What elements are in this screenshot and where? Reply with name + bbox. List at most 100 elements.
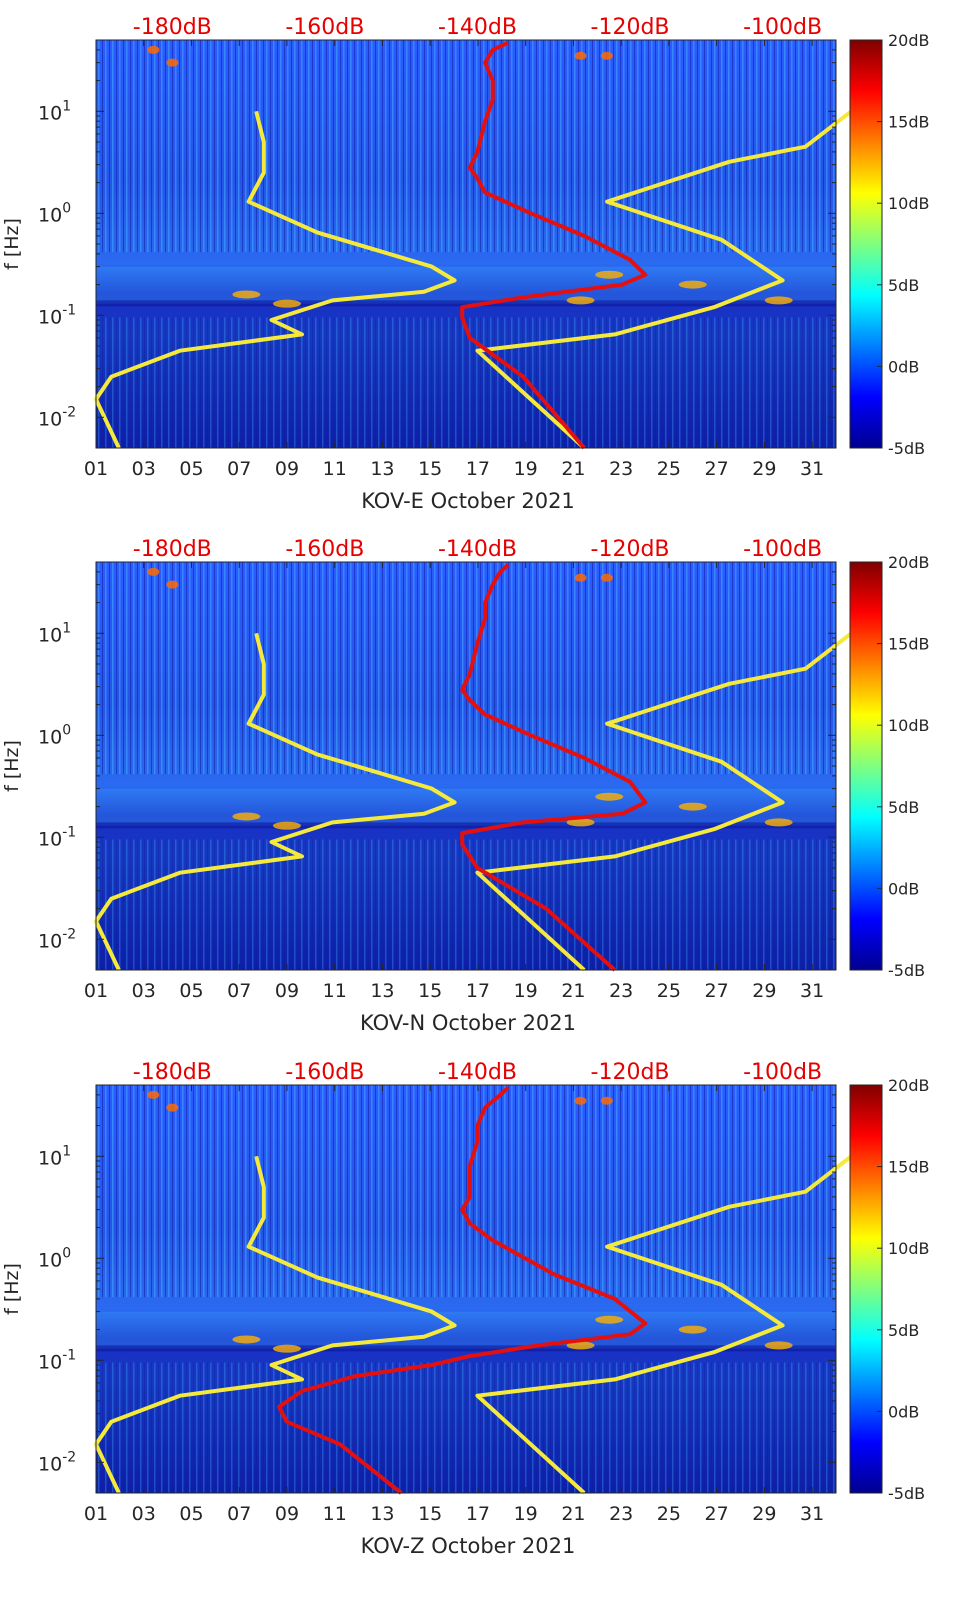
x-tick-label: 01 [84,458,108,480]
x-tick-label: 09 [275,980,299,1002]
colorbar-label: 0dB [888,357,919,376]
spectrogram-hotspot [272,1344,301,1353]
x-tick-label: 23 [609,1503,633,1525]
top-db-label: -100dB [743,1060,822,1085]
spectrogram-hotspot [232,812,261,821]
y-tick-label: 10-1 [38,302,76,328]
top-db-label: -180dB [133,1060,212,1085]
x-tick-label: 05 [179,1503,203,1525]
spectrogram-texture-high [96,40,836,253]
colorbar-label: 5dB [888,1321,919,1340]
x-tick-label: 25 [657,1503,681,1525]
spectrogram-hotspot [764,818,793,827]
spectrogram-texture-low [96,839,836,970]
x-tick-label: 13 [370,1503,394,1525]
top-db-label: -160dB [285,537,364,562]
x-tick-label: 09 [275,1503,299,1525]
colorbar-label: -5dB [888,961,925,980]
x-tick-label: 05 [179,458,203,480]
x-tick-label: 27 [705,458,729,480]
curve-nhnm [475,109,853,450]
x-tick-label: 01 [84,1503,108,1525]
x-tick-label: 21 [561,458,585,480]
curve-nlnm [94,632,457,971]
y-tick-label: 10-2 [38,926,76,952]
top-db-label: -100dB [743,15,822,40]
x-tick-label: 25 [657,980,681,1002]
colorbar-label: -5dB [888,1484,925,1503]
x-tick-label: 31 [800,980,824,1002]
spectrogram-texture-high [96,562,836,775]
colorbar-label: 5dB [888,798,919,817]
x-tick-label: 29 [752,1503,776,1525]
x-tick-label: 21 [561,980,585,1002]
top-db-label: -160dB [285,15,364,40]
spectrogram-hotspot [232,1335,261,1344]
spectrogram-hotspot [566,296,595,305]
colorbar-label: 0dB [888,1402,919,1421]
spectrogram-hotspot [600,1096,613,1105]
spectrogram-hotspot [595,792,624,801]
colorbar-label: -5dB [888,439,925,458]
x-tick-label: 31 [800,458,824,480]
y-tick-label: 10-1 [38,1347,76,1373]
spectrogram-hotspot [764,1341,793,1350]
top-db-label: -160dB [285,1060,364,1085]
y-tick-label: 10-2 [38,1449,76,1475]
spectrogram-hotspot [678,280,707,289]
colorbar-label: 20dB [888,31,930,50]
microseism-band [96,266,836,304]
x-tick-label: 29 [752,980,776,1002]
spectrogram-hotspot [166,1103,179,1112]
x-tick-label: 31 [800,1503,824,1525]
colorbar-label: 0dB [888,879,919,898]
x-tick-label: 27 [705,1503,729,1525]
curve-median [460,563,648,972]
spectrogram-hotspot [272,299,301,308]
x-tick-label: 23 [609,980,633,1002]
x-tick-label: 01 [84,980,108,1002]
chart-panel-1: 01 03 05 07 09 11 13 15 17 19 21 23 25 27 29 31 KOV-E Oc… [1,15,930,513]
spectrogram-hotspot [574,51,587,60]
colorbar-label: 10dB [888,716,930,735]
colorbar-label: 15dB [888,113,930,132]
x-tick-label: 07 [227,980,251,1002]
top-db-label: -100dB [743,537,822,562]
top-db-label: -120dB [591,15,670,40]
spectrogram-hotspot [147,1090,160,1099]
x-tick-label: 09 [275,458,299,480]
x-tick-label: 07 [227,1503,251,1525]
x-tick-label: 17 [466,458,490,480]
curve-median [277,1086,648,1495]
top-db-label: -180dB [133,15,212,40]
x-tick-label: 19 [514,980,538,1002]
colorbar [849,561,883,971]
x-tick-label: 07 [227,458,251,480]
x-axis-label: KOV-N October 2021 [360,1011,576,1035]
curve-nhnm [475,1154,853,1495]
microseism-gap [96,1345,836,1352]
spectrogram-hotspot [574,573,587,582]
colorbar-label: 10dB [888,194,930,213]
x-tick-label: 21 [561,1503,585,1525]
x-tick-label: 11 [323,458,347,480]
spectrogram-hotspot [764,296,793,305]
top-db-label: -120dB [591,537,670,562]
spectrogram-hotspot [600,573,613,582]
x-tick-label: 27 [705,980,729,1002]
x-tick-label: 29 [752,458,776,480]
x-axis-label: KOV-Z October 2021 [361,1534,576,1558]
microseism-band [96,1311,836,1349]
y-tick-label: 100 [38,200,71,226]
spectrogram-hotspot [678,1325,707,1334]
colorbar-label: 10dB [888,1239,930,1258]
colorbar-label: 5dB [888,276,919,295]
x-tick-label: 25 [657,458,681,480]
curve-nhnm [475,631,853,972]
microseism-gap [96,822,836,829]
x-tick-label: 03 [132,1503,156,1525]
chart-panel-2: 01 03 05 07 09 11 13 15 17 19 21 23 25 27 29 31 KOV-N Oc… [1,537,930,1035]
spectrogram-hotspot [272,821,301,830]
spectrogram-hotspot [566,1341,595,1350]
